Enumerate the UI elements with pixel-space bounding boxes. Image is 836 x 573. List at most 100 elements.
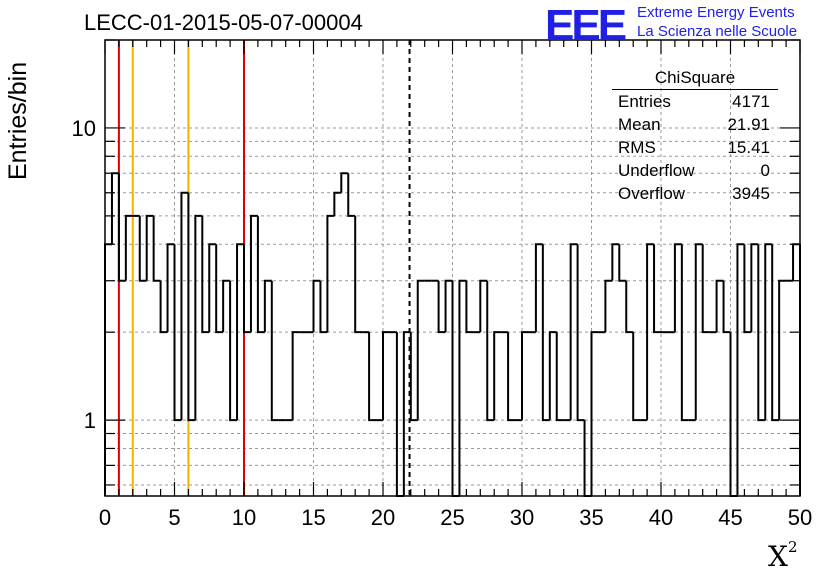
histogram-bin [444, 279, 453, 333]
histogram-bin [792, 243, 800, 281]
stat-label: Mean [618, 115, 661, 134]
axis-ticks: 0 5 10 15 20 25 30 35 40 45 50 1 10 [72, 39, 812, 530]
histogram-bin [326, 214, 335, 333]
histogram-bin [493, 331, 502, 421]
histogram-bin [778, 279, 787, 421]
histogram-bin [625, 280, 634, 334]
x-tick-label: 50 [788, 505, 812, 530]
histogram-bin [173, 244, 182, 422]
marker-lines [117, 40, 411, 496]
histogram-bin [680, 244, 689, 422]
histogram-bin [382, 331, 390, 421]
chart-title: LECC-01-2015-05-07-00004 [84, 10, 363, 35]
stat-label: Underflow [618, 161, 695, 180]
histogram-bin [263, 279, 272, 333]
histogram-bin [256, 215, 265, 334]
histogram-bin [159, 280, 168, 334]
histogram-bin [771, 244, 780, 422]
histogram-bin [138, 215, 147, 282]
histogram-series [104, 172, 801, 497]
histogram-bin [124, 214, 133, 281]
histogram-bin [451, 280, 460, 497]
histogram-bin [611, 243, 620, 281]
x-tick-label: 15 [301, 505, 325, 530]
histogram-bin [395, 332, 404, 497]
histogram-bin [764, 243, 773, 421]
histogram-bin [673, 243, 682, 333]
x-tick-label: 0 [99, 505, 111, 530]
stat-label: Overflow [618, 184, 686, 203]
histogram-bin [576, 244, 585, 422]
histogram-bin [208, 243, 217, 333]
stat-row-underflow: Underflow 0 [612, 159, 778, 182]
stat-row-mean: Mean 21.91 [612, 113, 778, 136]
histogram-bin [312, 279, 321, 333]
histogram-bin [701, 244, 710, 334]
histogram-bin [646, 243, 655, 421]
stat-label: Entries [618, 92, 671, 111]
histogram-bin [465, 280, 474, 334]
histogram-bin [632, 332, 641, 422]
histogram-bin [152, 215, 161, 282]
histogram-bin [340, 172, 349, 193]
histogram-bin [104, 243, 112, 496]
x-tick-label: 5 [168, 505, 180, 530]
histogram-bin [291, 331, 300, 421]
histogram-bin [402, 331, 411, 496]
histogram-bin [743, 244, 752, 334]
histogram-bin [368, 332, 377, 422]
histogram-bin [437, 280, 446, 334]
x-tick-label: 35 [579, 505, 603, 530]
stat-label: RMS [618, 138, 656, 157]
histogram-bin [145, 214, 154, 281]
histogram-bin [354, 215, 363, 334]
histogram-bin [750, 243, 759, 333]
histogram-bin [236, 243, 244, 421]
histogram-bin [715, 279, 724, 333]
logo-text-line1: Extreme Energy Events [637, 4, 795, 21]
stats-box: ChiSquare Entries 4171 Mean 21.91 RMS 15… [612, 68, 778, 205]
histogram-bin [222, 279, 231, 333]
y-tick-label: 1 [84, 408, 96, 433]
logo-text-line2: La Scienza nelle Scuole [637, 23, 798, 40]
eee-logo: EEE [545, 1, 627, 50]
histogram-bin [736, 243, 745, 496]
histogram-bin [653, 244, 661, 334]
histogram-bin [604, 279, 613, 333]
histogram-bin [180, 191, 189, 421]
histogram-bin [548, 331, 557, 421]
histogram-bin [541, 244, 550, 422]
histogram-bin [249, 214, 258, 333]
stat-row-overflow: Overflow 3945 [612, 182, 778, 205]
x-tick-label: 40 [649, 505, 673, 530]
histogram-bin [110, 172, 119, 245]
histogram-bin [333, 191, 342, 216]
histogram-bin [117, 173, 126, 282]
histogram-bin [486, 280, 495, 422]
histogram-bin [569, 243, 578, 421]
x-tick-label: 45 [718, 505, 742, 530]
histogram-bin [521, 331, 529, 421]
histogram-bin [757, 244, 766, 422]
stat-row-entries: Entries 4171 [612, 90, 778, 113]
stat-value: 21.91 [727, 115, 770, 134]
histogram-bin [187, 192, 196, 422]
histogram-bin [694, 243, 703, 421]
histogram-bin [215, 244, 224, 334]
histogram-bin [229, 280, 238, 422]
histogram-bin [534, 243, 543, 333]
histogram-bin [507, 332, 516, 422]
stat-value: 4171 [732, 92, 770, 111]
x-tick-label: 10 [232, 505, 256, 530]
x-axis-label-base: X [768, 540, 788, 573]
histogram-bin [618, 244, 627, 282]
stat-value: 3945 [732, 184, 770, 203]
histogram-bin [416, 279, 425, 421]
histogram-bin [722, 280, 731, 334]
plot-frame [104, 39, 801, 497]
histogram-bin [319, 280, 328, 334]
stat-row-rms: RMS 15.41 [612, 136, 778, 159]
histogram-bin [458, 279, 467, 496]
histogram-bin [555, 332, 564, 422]
